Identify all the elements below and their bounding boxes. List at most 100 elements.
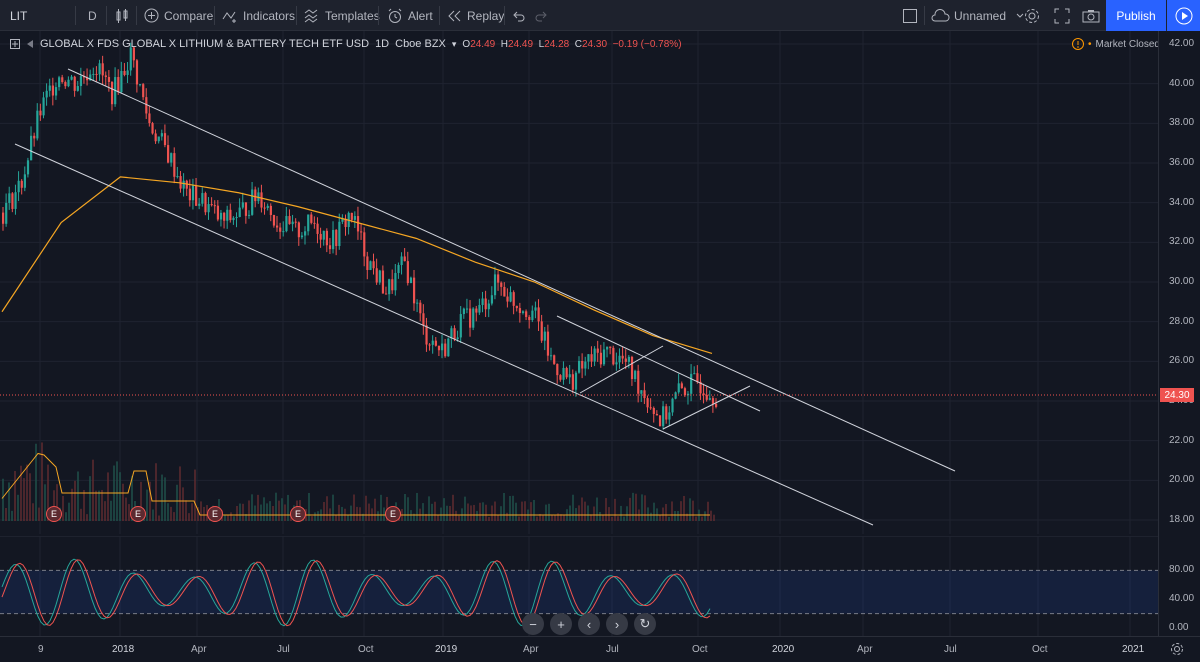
price-tick: 20.00 <box>1169 474 1195 486</box>
compare-button[interactable]: Compare <box>144 0 213 31</box>
candle-body <box>14 192 17 209</box>
price-axis[interactable]: 42.00 40.00 38.00 36.00 34.00 32.00 30.00 28.00… <box>1158 31 1200 636</box>
candle-body <box>79 76 83 87</box>
interval-button[interactable]: D <box>88 0 97 31</box>
publish-button[interactable]: Publish <box>1106 0 1166 31</box>
volume-bar <box>659 514 661 521</box>
candle-body <box>54 87 58 96</box>
candle-body <box>381 270 385 294</box>
candle-body <box>226 209 229 221</box>
volume-bar <box>647 507 649 521</box>
volume-bar <box>71 488 73 521</box>
zoom-out-button[interactable]: − <box>522 613 544 635</box>
volume-bar <box>80 508 82 521</box>
volume-bar <box>152 509 154 521</box>
candle-body <box>132 47 135 61</box>
symbol-search[interactable]: LIT <box>10 0 27 31</box>
candle-body <box>416 302 419 304</box>
earnings-badge[interactable]: E <box>46 506 62 522</box>
candle-body <box>680 383 683 389</box>
candle-body <box>185 180 188 189</box>
candle-body <box>528 316 531 321</box>
candle-body <box>363 232 366 257</box>
redo-button[interactable] <box>534 0 548 31</box>
earnings-badge[interactable]: E <box>385 506 401 522</box>
volume-bar <box>200 501 202 521</box>
volume-bar <box>617 516 619 521</box>
fullscreen-button[interactable] <box>1054 0 1070 31</box>
volume-bar <box>56 484 58 521</box>
candle-body <box>705 394 708 400</box>
candle-body <box>627 356 631 362</box>
settings-button[interactable] <box>1024 0 1040 31</box>
volume-bar <box>560 514 562 521</box>
replay-button[interactable]: Replay <box>448 0 504 31</box>
layout-name-button[interactable]: Unnamed <box>930 0 1024 31</box>
volume-bar <box>362 513 364 521</box>
price-chart[interactable] <box>0 31 1158 534</box>
chart-type-button[interactable] <box>115 0 129 31</box>
time-tick: Apr <box>857 644 873 655</box>
volume-bar <box>455 510 457 521</box>
legend-options-icon[interactable]: ▾ <box>451 38 457 49</box>
candle-body <box>406 261 409 284</box>
collapse-icon[interactable] <box>26 39 34 49</box>
volume-bar <box>410 510 412 521</box>
volume-bar <box>38 507 40 521</box>
open-label: O <box>462 38 471 50</box>
scroll-right-button[interactable]: › <box>606 613 628 635</box>
oscillator-tick: 0.00 <box>1169 622 1189 633</box>
candle-body <box>509 292 512 302</box>
volume-bar <box>635 493 637 521</box>
indicators-button[interactable]: Indicators <box>222 0 295 31</box>
undo-button[interactable] <box>512 0 526 31</box>
move-handle-icon[interactable] <box>10 39 20 49</box>
time-tick: Apr <box>523 644 539 655</box>
candle-body <box>553 355 556 364</box>
candle-body <box>412 277 416 304</box>
oscillator-tick: 80.00 <box>1169 564 1195 576</box>
alert-button[interactable]: Alert <box>387 0 433 31</box>
volume-bar <box>467 503 469 521</box>
price-tick: 26.00 <box>1169 355 1195 367</box>
earnings-badge[interactable]: E <box>207 506 223 522</box>
volume-bar <box>416 492 418 521</box>
volume-bar <box>11 510 13 521</box>
time-tick: Oct <box>1032 644 1048 655</box>
earnings-badge[interactable]: E <box>130 506 146 522</box>
volume-bar <box>323 502 325 521</box>
volume-bar <box>83 489 85 521</box>
stochastic-pane[interactable] <box>0 536 1158 636</box>
volume-bar <box>596 497 598 521</box>
compare-label: Compare <box>164 8 214 23</box>
gear-icon[interactable] <box>1170 642 1184 656</box>
volume-bar <box>521 501 523 521</box>
volume-bar <box>689 498 691 521</box>
fullscreen-layout-button[interactable] <box>902 0 918 31</box>
price-tick: 40.00 <box>1169 77 1195 89</box>
candle-body <box>356 216 360 232</box>
candle-body <box>624 358 627 362</box>
snapshot-button[interactable] <box>1082 0 1100 31</box>
reset-chart-button[interactable]: ↻ <box>634 613 656 635</box>
volume-bar <box>551 514 553 521</box>
stoch-d-line <box>1 559 711 627</box>
templates-button[interactable]: Templates <box>304 0 380 31</box>
candle-body <box>618 355 621 363</box>
candle-body <box>120 70 123 93</box>
play-button[interactable] <box>1167 0 1200 31</box>
volume-bar <box>671 501 673 521</box>
low-value: 24.28 <box>544 38 570 50</box>
volume-bar <box>407 497 409 521</box>
candle-body <box>36 110 39 139</box>
earnings-badge[interactable]: E <box>290 506 306 522</box>
candle-body <box>568 374 571 378</box>
time-axis[interactable]: 9 2018 Apr Jul Oct 2019 Apr Jul Oct 2020 Apr Jul Oct… <box>0 636 1200 662</box>
candle-body <box>571 374 574 390</box>
price-tick: 30.00 <box>1169 276 1195 287</box>
scroll-left-button[interactable]: ‹ <box>578 613 600 635</box>
volume-bar <box>533 499 535 521</box>
zoom-in-button[interactable]: + <box>550 613 572 635</box>
candle-body <box>353 216 357 220</box>
candle-body <box>275 225 279 228</box>
